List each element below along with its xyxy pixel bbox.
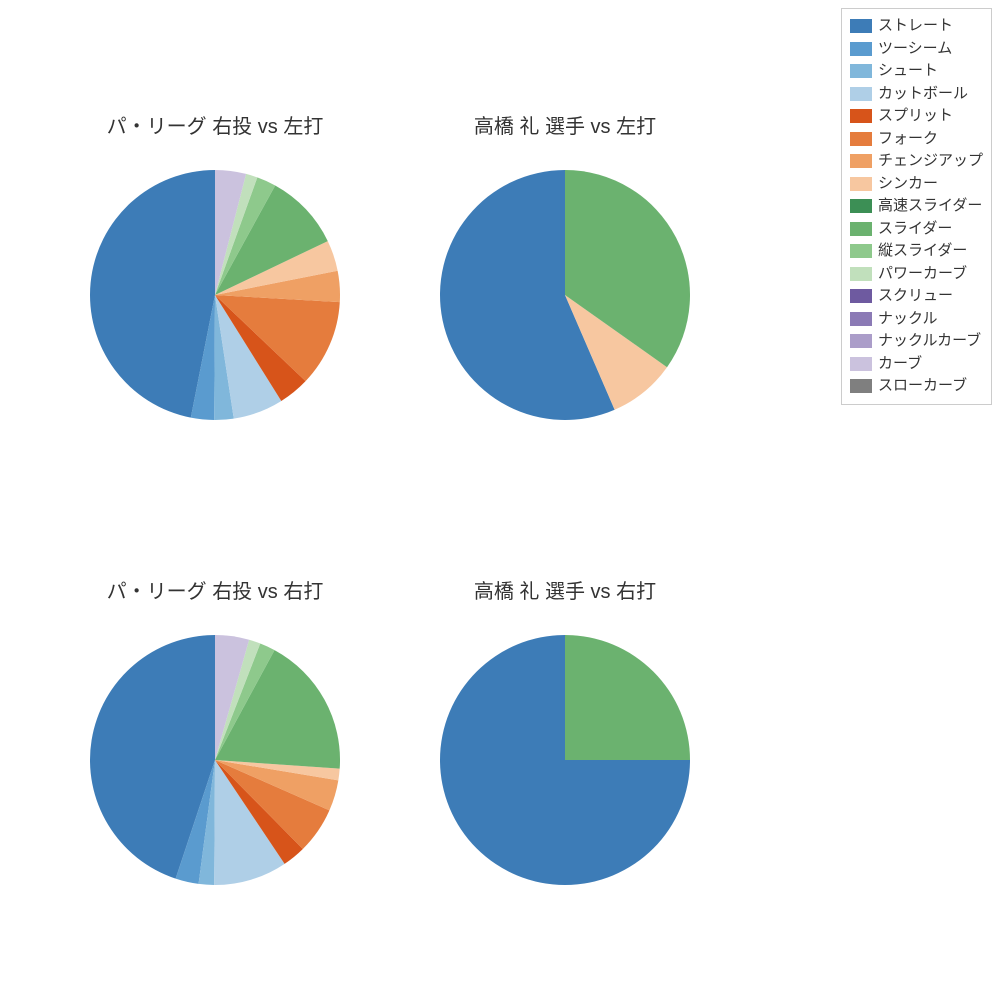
legend-label: スプリット — [878, 105, 953, 128]
legend-item: ナックルカーブ — [850, 330, 983, 353]
legend-label: スローカーブ — [878, 375, 967, 398]
chart-grid: ストレートツーシームシュートカットボールスプリットフォークチェンジアップシンカー… — [0, 0, 1000, 1000]
legend-swatch — [850, 289, 872, 303]
legend-swatch — [850, 334, 872, 348]
legend: ストレートツーシームシュートカットボールスプリットフォークチェンジアップシンカー… — [841, 8, 992, 405]
legend-item: ツーシーム — [850, 38, 983, 61]
legend-label: スライダー — [878, 218, 952, 241]
legend-label: ストレート — [878, 15, 953, 38]
legend-swatch — [850, 87, 872, 101]
legend-item: シンカー — [850, 173, 983, 196]
legend-label: 縦スライダー — [878, 240, 967, 263]
legend-swatch — [850, 222, 872, 236]
legend-swatch — [850, 19, 872, 33]
legend-swatch — [850, 267, 872, 281]
legend-label: スクリュー — [878, 285, 953, 308]
legend-item: 高速スライダー — [850, 195, 983, 218]
legend-item: フォーク — [850, 128, 983, 151]
legend-label: フォーク — [878, 128, 938, 151]
legend-label: ナックル — [878, 308, 938, 331]
legend-label: 高速スライダー — [878, 195, 982, 218]
legend-item: カーブ — [850, 353, 983, 376]
legend-item: ナックル — [850, 308, 983, 331]
legend-label: カーブ — [878, 353, 922, 376]
legend-item: ストレート — [850, 15, 983, 38]
pie-chart — [90, 170, 340, 420]
pie-chart — [90, 635, 340, 885]
legend-label: ナックルカーブ — [878, 330, 981, 353]
legend-swatch — [850, 42, 872, 56]
legend-item: 縦スライダー — [850, 240, 983, 263]
legend-swatch — [850, 64, 872, 78]
legend-label: シュート — [878, 60, 938, 83]
legend-swatch — [850, 379, 872, 393]
legend-swatch — [850, 312, 872, 326]
chart-title: パ・リーグ 右投 vs 左打 — [65, 110, 365, 139]
legend-item: スプリット — [850, 105, 983, 128]
legend-swatch — [850, 177, 872, 191]
legend-swatch — [850, 154, 872, 168]
legend-label: パワーカーブ — [878, 263, 967, 286]
chart-title: 高橋 礼 選手 vs 右打 — [415, 575, 715, 604]
legend-swatch — [850, 132, 872, 146]
chart-title: パ・リーグ 右投 vs 右打 — [65, 575, 365, 604]
pie-chart — [440, 635, 690, 885]
legend-item: スライダー — [850, 218, 983, 241]
legend-item: スクリュー — [850, 285, 983, 308]
legend-swatch — [850, 199, 872, 213]
legend-item: パワーカーブ — [850, 263, 983, 286]
legend-item: シュート — [850, 60, 983, 83]
legend-label: カットボール — [878, 83, 968, 106]
legend-swatch — [850, 357, 872, 371]
legend-item: チェンジアップ — [850, 150, 983, 173]
legend-item: スローカーブ — [850, 375, 983, 398]
chart-title: 高橋 礼 選手 vs 左打 — [415, 110, 715, 139]
pie-chart — [440, 170, 690, 420]
legend-swatch — [850, 109, 872, 123]
legend-label: ツーシーム — [878, 38, 952, 61]
legend-swatch — [850, 244, 872, 258]
pie-slice — [565, 635, 690, 760]
legend-label: チェンジアップ — [878, 150, 983, 173]
legend-label: シンカー — [878, 173, 938, 196]
pie-slice — [90, 170, 215, 418]
legend-item: カットボール — [850, 83, 983, 106]
